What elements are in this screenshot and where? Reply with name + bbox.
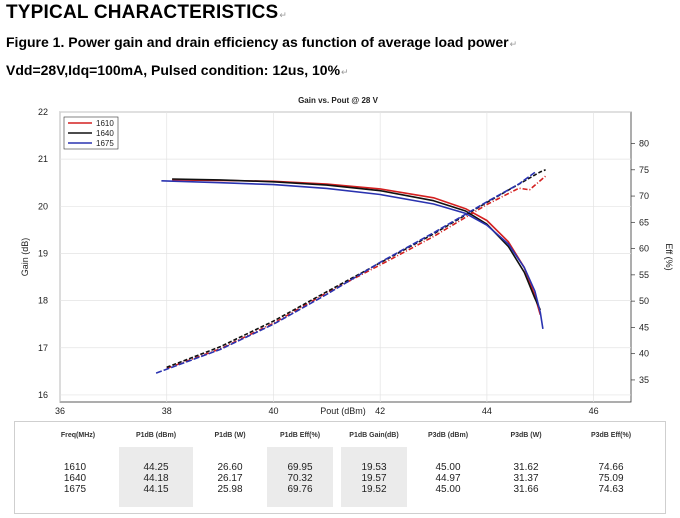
paragraph-mark-icon: ↵ (279, 10, 288, 20)
y-tick-label: 17 (38, 343, 48, 353)
x-tick-label: 44 (482, 406, 492, 416)
table-header-p3db-eff: P3dB Eff(%) (590, 432, 632, 439)
y2-tick-label: 75 (639, 165, 649, 175)
y2-tick-label: 45 (639, 322, 649, 332)
table-cell: 31.62 (513, 462, 539, 473)
y-tick-label: 21 (38, 154, 48, 164)
table-column-shade (119, 447, 193, 507)
table-header-p1db-dbm: P1dB (dBm) (135, 432, 177, 439)
table-cell: 74.63 (598, 484, 624, 495)
table-cell: 19.52 (361, 484, 387, 495)
x-axis-label: Pout (dBm) (320, 406, 366, 416)
legend-label-1675: 1675 (96, 139, 114, 148)
x-tick-label: 36 (55, 406, 65, 416)
plot-area (59, 111, 632, 403)
section-title: TYPICAL CHARACTERISTICS↵ (6, 2, 287, 24)
y2-tick-label: 65 (639, 217, 649, 227)
table-cell: 45.00 (435, 462, 461, 473)
table-cell: 19.57 (361, 473, 387, 484)
table-header-freq: Freq(MHz) (60, 432, 96, 439)
grid-lines (59, 111, 631, 402)
efficiency-curve-1675 (155, 171, 536, 374)
table-cell: 69.76 (287, 484, 313, 495)
table-cell: 69.95 (287, 462, 313, 473)
table-cell: 31.66 (513, 484, 539, 495)
figure-caption: Figure 1. Power gain and drain efficienc… (6, 34, 517, 50)
table-cell: 44.18 (143, 473, 169, 484)
data-curves (155, 169, 547, 374)
chart-title: Gain vs. Pout @ 28 V (298, 96, 378, 105)
table-cell: 19.53 (361, 462, 387, 473)
y2-tick-label: 35 (639, 375, 649, 385)
table-column-shade (267, 447, 333, 507)
x-tick-label: 38 (162, 406, 172, 416)
table-cell: 70.32 (287, 473, 313, 484)
test-conditions: Vdd=28V,Idq=100mA, Pulsed condition: 12u… (6, 62, 349, 78)
table-cell: 1610 (63, 462, 87, 473)
test-conditions-text: Vdd=28V,Idq=100mA, Pulsed condition: 12u… (6, 62, 341, 78)
table-column-shade (341, 447, 407, 507)
y2-tick-label: 50 (639, 296, 649, 306)
table-header-p1db-gain: P1dB Gain(dB) (349, 432, 399, 439)
legend-label-1640: 1640 (96, 129, 114, 138)
axis-ticks: 36 38 40 42 44 46 16 17 18 19 20 21 22 35 40 45 50 55 60 65… (38, 107, 649, 416)
gain-curve-1640 (172, 178, 542, 311)
paragraph-mark-icon: ↵ (341, 67, 349, 77)
y-tick-label: 16 (38, 390, 48, 400)
y-tick-label: 19 (38, 248, 48, 258)
table-header-p3db-w: P3dB (W) (510, 432, 542, 439)
y-axis-label: Gain (dB) (20, 238, 30, 277)
legend-label-1610: 1610 (96, 119, 114, 128)
table-cell: 25.98 (217, 484, 243, 495)
table-cell: 45.00 (435, 484, 461, 495)
x-tick-label: 42 (375, 406, 385, 416)
paragraph-mark-icon: ↵ (509, 39, 518, 49)
y2-axis-label: Eff (%) (664, 243, 674, 270)
table-cell: 1640 (63, 473, 87, 484)
table-cell: 26.17 (217, 473, 243, 484)
y2-tick-label: 70 (639, 191, 649, 201)
y-tick-label: 22 (38, 107, 48, 117)
table-cell: 44.25 (143, 462, 169, 473)
table-cell: 44.15 (143, 484, 169, 495)
table-cell: 74.66 (598, 462, 624, 473)
characteristics-table: Freq(MHz) P1dB (dBm) P1dB (W) P1dB Eff(%… (14, 421, 666, 514)
y2-tick-label: 60 (639, 244, 649, 254)
table-cell: 26.60 (217, 462, 243, 473)
x-tick-label: 40 (268, 406, 278, 416)
x-tick-label: 46 (589, 406, 599, 416)
y2-tick-label: 80 (639, 139, 649, 149)
legend: 1610 1640 1675 (63, 116, 119, 150)
y2-tick-label: 55 (639, 270, 649, 280)
efficiency-curve-1610 (166, 175, 547, 370)
y-tick-label: 20 (38, 201, 48, 211)
table-header-p3db-dbm: P3dB (dBm) (427, 432, 469, 439)
y2-tick-label: 40 (639, 349, 649, 359)
gain-efficiency-chart: Gain vs. Pout @ 28 V 36 38 40 42 44 46 16 17 18 1… (0, 84, 680, 420)
table-cell: 31.37 (513, 473, 539, 484)
table-header-p1db-w: P1dB (W) (214, 432, 246, 439)
table-cell: 1675 (63, 484, 87, 495)
table-cell: 44.97 (435, 473, 461, 484)
figure-caption-text: Figure 1. Power gain and drain efficienc… (6, 34, 509, 50)
section-title-text: TYPICAL CHARACTERISTICS (6, 2, 279, 23)
y-tick-label: 18 (38, 296, 48, 306)
table-cell: 75.09 (598, 473, 624, 484)
table-header-p1db-eff: P1dB Eff(%) (279, 432, 321, 439)
